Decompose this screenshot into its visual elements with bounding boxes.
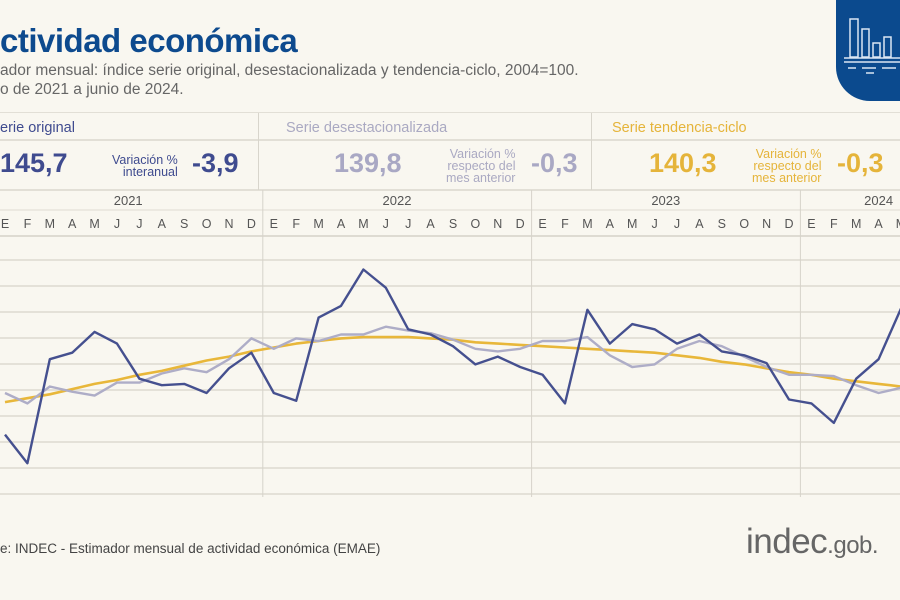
month-label: D [247, 217, 256, 231]
month-label: F [830, 217, 838, 231]
trend-label: Serie tendencia-ciclo [612, 120, 747, 136]
variation-label: mes anterior [752, 171, 822, 185]
month-label: O [739, 217, 749, 231]
desest-variation-label: Variación % respecto del mes anterior [446, 147, 516, 185]
period: o de 2021 a junio de 2024. [0, 81, 184, 98]
indec-logo: indec.gob. [746, 522, 879, 562]
month-label: A [158, 217, 167, 231]
month-label: M [313, 217, 323, 231]
month-label: F [292, 217, 300, 231]
month-label: M [851, 217, 861, 231]
original-variation-value: -3,9 [192, 148, 239, 178]
trend-variation-label: Variación % respecto del mes anterior [752, 147, 822, 185]
subtitle: ador mensual: índice serie original, des… [0, 62, 579, 79]
month-label: A [874, 217, 883, 231]
month-label: J [651, 217, 657, 231]
month-label: E [270, 217, 278, 231]
desest-label: Serie desestacionalizada [286, 120, 448, 136]
variation-label: interanual [122, 165, 178, 179]
desest-value: 139,8 [334, 148, 402, 178]
month-label: J [405, 217, 411, 231]
month-label: A [337, 217, 346, 231]
month-label: O [202, 217, 212, 231]
year-label: 2024 [864, 193, 893, 208]
month-label: D [784, 217, 793, 231]
bar-chart-icon [844, 18, 900, 74]
month-label: D [516, 217, 525, 231]
month-label: E [1, 217, 9, 231]
variation-label: respecto del [753, 159, 822, 173]
month-label: A [606, 217, 615, 231]
month-label: M [45, 217, 55, 231]
variation-label: Variación % [112, 153, 178, 167]
trend-value: 140,3 [649, 148, 717, 178]
month-label: N [493, 217, 502, 231]
original-label: erie original [0, 120, 75, 136]
logo-text: indec [746, 522, 828, 561]
variation-label: respecto del [447, 159, 516, 173]
month-label: N [762, 217, 771, 231]
month-label: M [358, 217, 368, 231]
year-label: 2023 [651, 193, 680, 208]
month-label: S [718, 217, 726, 231]
variation-label: mes anterior [446, 171, 516, 185]
month-label: A [68, 217, 77, 231]
original-value: 145,7 [0, 148, 68, 178]
desest-variation-value: -0,3 [531, 148, 578, 178]
month-label: N [224, 217, 233, 231]
month-label: A [426, 217, 435, 231]
month-label: F [24, 217, 32, 231]
month-label: S [180, 217, 188, 231]
month-label: O [471, 217, 481, 231]
year-label: 2021 [114, 193, 143, 208]
month-label: J [114, 217, 120, 231]
trend-variation-value: -0,3 [837, 148, 884, 178]
year-label: 2022 [383, 193, 412, 208]
badge [836, 0, 900, 101]
source-note: e: INDEC - Estimador mensual de activida… [0, 541, 381, 556]
month-label: E [538, 217, 546, 231]
variation-label: Variación % [449, 147, 516, 161]
month-label: J [136, 217, 142, 231]
month-label: M [89, 217, 99, 231]
month-label: S [449, 217, 457, 231]
month-label: A [695, 217, 704, 231]
month-label: F [561, 217, 569, 231]
original-variation-label: Variación % interanual [112, 153, 178, 179]
month-label: J [383, 217, 389, 231]
month-label: M [627, 217, 637, 231]
month-label: J [674, 217, 680, 231]
page-title: ctividad económica [0, 22, 298, 59]
month-label: M [896, 217, 900, 231]
month-label: E [807, 217, 815, 231]
variation-label: Variación % [755, 147, 822, 161]
logo-suffix: .gob. [827, 532, 879, 559]
month-label: M [582, 217, 592, 231]
